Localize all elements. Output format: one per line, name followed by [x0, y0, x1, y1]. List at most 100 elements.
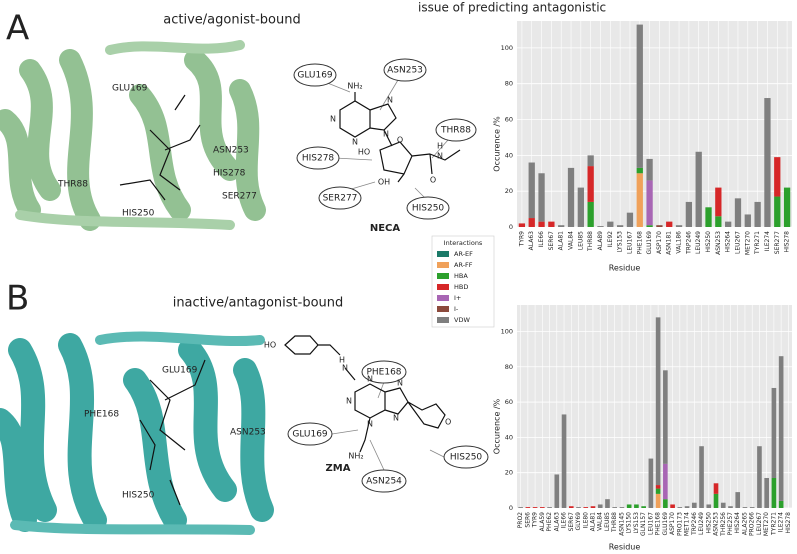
bar-segment — [757, 446, 762, 508]
bar-segment — [695, 151, 702, 227]
bar-segment — [728, 506, 733, 508]
y-tick-label: 40 — [505, 151, 513, 159]
x-tick-label: VAL84 — [568, 231, 575, 250]
x-tick-label: LEU267 — [756, 512, 763, 535]
bar-segment — [646, 225, 653, 227]
bar-segment — [558, 225, 565, 227]
ligand-residue: ASN253 — [387, 66, 423, 76]
x-tick-label: ALA63 — [528, 231, 535, 251]
x-tick-label: TYR9 — [532, 512, 539, 528]
bar-segment — [612, 507, 618, 508]
atom: N — [367, 375, 373, 384]
bar-segment — [561, 414, 567, 508]
residue-label: HIS250 — [122, 209, 155, 219]
bar-segment — [691, 502, 697, 508]
bar-segment — [744, 214, 751, 227]
atom: N — [346, 397, 352, 406]
legend-label: AR-FF — [454, 261, 473, 269]
bar-segment — [525, 507, 531, 508]
x-tick-label: ASN253 — [715, 231, 722, 255]
x-tick-label: ALA81 — [589, 512, 596, 532]
residue-label: HIS278 — [213, 169, 246, 179]
x-tick-label: THR88 — [587, 231, 594, 252]
bar-segment — [778, 500, 784, 508]
bar-segment — [713, 483, 719, 494]
x-tick-label: HIS264 — [725, 231, 732, 253]
bar-segment — [590, 506, 596, 508]
residue-label: THR88 — [57, 180, 88, 190]
x-tick-label: PHE168 — [655, 512, 662, 536]
y-tick-label: 80 — [505, 363, 513, 371]
bar-segment — [587, 201, 594, 227]
legend-label: HBD — [454, 283, 468, 291]
x-tick-label: SER67 — [568, 512, 575, 532]
legend-label: HBA — [454, 272, 468, 280]
bar-segment — [771, 477, 777, 508]
x-tick-label: ILE92 — [607, 231, 614, 248]
atom: O — [397, 136, 403, 145]
bar-segment — [554, 474, 560, 508]
x-tick-label: LEU249 — [698, 512, 705, 535]
y-tick-label: 80 — [505, 80, 513, 88]
panel-caption: active/agonist-bound — [163, 13, 300, 28]
bar-segment — [547, 507, 552, 508]
bar-segment — [754, 201, 761, 227]
legend-label: I- — [454, 305, 459, 313]
x-axis-label: Residue — [609, 264, 641, 273]
bar-segment — [634, 504, 639, 508]
x-tick-label: TYR9 — [518, 231, 525, 247]
residue-label: ASN253 — [213, 146, 249, 156]
bar-segment — [548, 221, 555, 227]
protein-structure — [0, 331, 274, 535]
ligand-diagram — [293, 58, 477, 220]
y-tick-label: 60 — [505, 398, 513, 406]
bar-segment — [720, 502, 726, 508]
x-tick-label: LEU267 — [734, 231, 741, 254]
legend-title: Interactions — [444, 239, 483, 247]
legend-swatch — [437, 317, 449, 323]
atom: N — [397, 379, 403, 388]
x-tick-label: HIS264 — [734, 512, 741, 534]
x-tick-label: LEU167 — [626, 231, 633, 254]
bar-segment — [705, 207, 712, 227]
atom: H — [339, 356, 345, 365]
x-tick-label: ALA59 — [539, 512, 546, 532]
atom: N — [387, 96, 393, 105]
x-tick-label: GLU169 — [646, 231, 653, 255]
panel-note: issue of predicting antagonistic — [418, 1, 606, 15]
legend-label: AR-EF — [454, 250, 473, 258]
bar-segment — [666, 221, 673, 227]
bar-segment — [655, 488, 661, 494]
x-tick-label: THR256 — [720, 512, 727, 537]
x-tick-label: PRO173 — [676, 512, 683, 536]
bar-segment — [641, 506, 646, 508]
y-tick-label: 0 — [509, 504, 513, 512]
x-tick-label: HIS250 — [705, 512, 712, 534]
bar-segment — [587, 166, 594, 202]
ligand-residue: THR88 — [440, 126, 471, 136]
ligand-name: NECA — [370, 223, 401, 234]
x-tick-label: TRP246 — [691, 512, 698, 536]
atom: N — [330, 115, 336, 124]
legend: Interactions AR-EF AR-FF HBA HBD I+ I- VDW — [431, 235, 495, 328]
ligand-residue: HIS250 — [450, 453, 483, 463]
residue-label: HIS250 — [122, 491, 155, 501]
bar-segment — [655, 317, 661, 486]
bar-segment — [583, 507, 589, 508]
bar-segment — [715, 187, 722, 217]
bar-segment — [528, 162, 535, 219]
x-tick-label: ILE66 — [561, 512, 568, 529]
x-tick-label: TRP246 — [685, 231, 692, 255]
x-tick-label: PRO266 — [749, 512, 756, 536]
bar-segment — [626, 504, 632, 508]
ligand-diagram — [284, 335, 489, 493]
bar-segment — [713, 493, 719, 508]
bar-segment — [538, 173, 545, 222]
bar-segment — [677, 507, 683, 508]
bar-segment — [725, 221, 732, 227]
x-tick-label: ILE66 — [538, 231, 545, 248]
bar-segment — [734, 198, 742, 227]
bar-segment — [518, 507, 523, 508]
